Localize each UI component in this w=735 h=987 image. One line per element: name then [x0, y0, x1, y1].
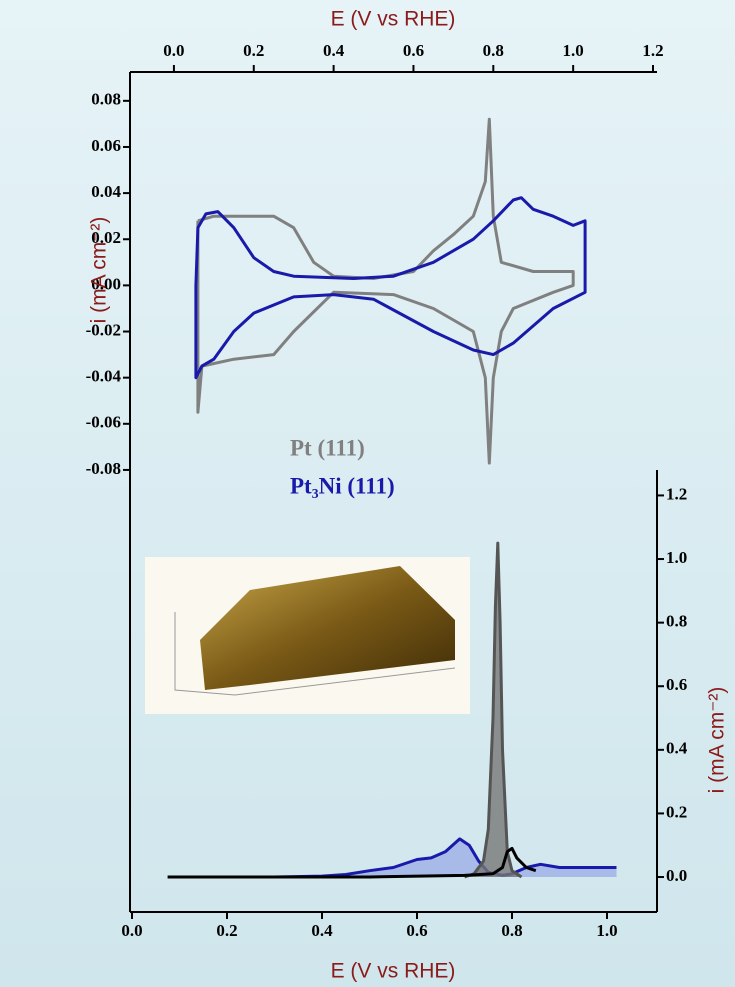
y-tick-label: 0.6: [666, 675, 687, 694]
y-tick-label: 0.2: [666, 802, 687, 821]
y-tick-label: 0.04: [91, 182, 121, 201]
x-tick-label: 0.6: [406, 921, 427, 940]
y-tick-label: 0.0: [666, 866, 687, 885]
y-tick-label: -0.04: [86, 367, 122, 386]
x-tick-label: 1.0: [563, 41, 584, 60]
x-tick-label: 1.0: [596, 921, 617, 940]
y-tick-label: 1.2: [666, 484, 687, 503]
y-tick-label: -0.06: [86, 413, 121, 432]
x-tick-label: 0.4: [311, 921, 333, 940]
x-tick-label: 1.2: [642, 41, 663, 60]
y-tick-label: 0.06: [91, 136, 121, 155]
x-tick-label: 0.8: [501, 921, 522, 940]
legend-entry: Pt₃Ni (111): [290, 473, 395, 498]
x-tick-label: 0.2: [243, 41, 264, 60]
y-tick-label: 0.08: [91, 90, 121, 109]
x-tick-label: 0.6: [403, 41, 424, 60]
y-tick-label: 0.4: [666, 739, 688, 758]
x-axis-title: E (V vs RHE): [331, 8, 456, 31]
y-tick-label: -0.08: [86, 459, 121, 478]
y-axis-title: i (mA cm⁻²): [706, 687, 729, 794]
x-tick-label: 0.2: [216, 921, 237, 940]
legend-entry: Pt (111): [290, 435, 365, 460]
x-tick-label: 0.0: [163, 41, 184, 60]
x-tick-label: 0.8: [483, 41, 504, 60]
inset-image: [145, 557, 470, 714]
x-axis-title: E (V vs RHE): [331, 960, 456, 983]
y-axis-title: i (mA cm⁻²): [88, 217, 111, 324]
y-tick-label: 0.8: [666, 612, 687, 631]
x-tick-label: 0.0: [121, 921, 142, 940]
figure: 0.00.20.40.60.81.01.20.080.060.040.020.0…: [0, 0, 735, 987]
x-tick-label: 0.4: [323, 41, 345, 60]
y-tick-label: 1.0: [666, 548, 687, 567]
